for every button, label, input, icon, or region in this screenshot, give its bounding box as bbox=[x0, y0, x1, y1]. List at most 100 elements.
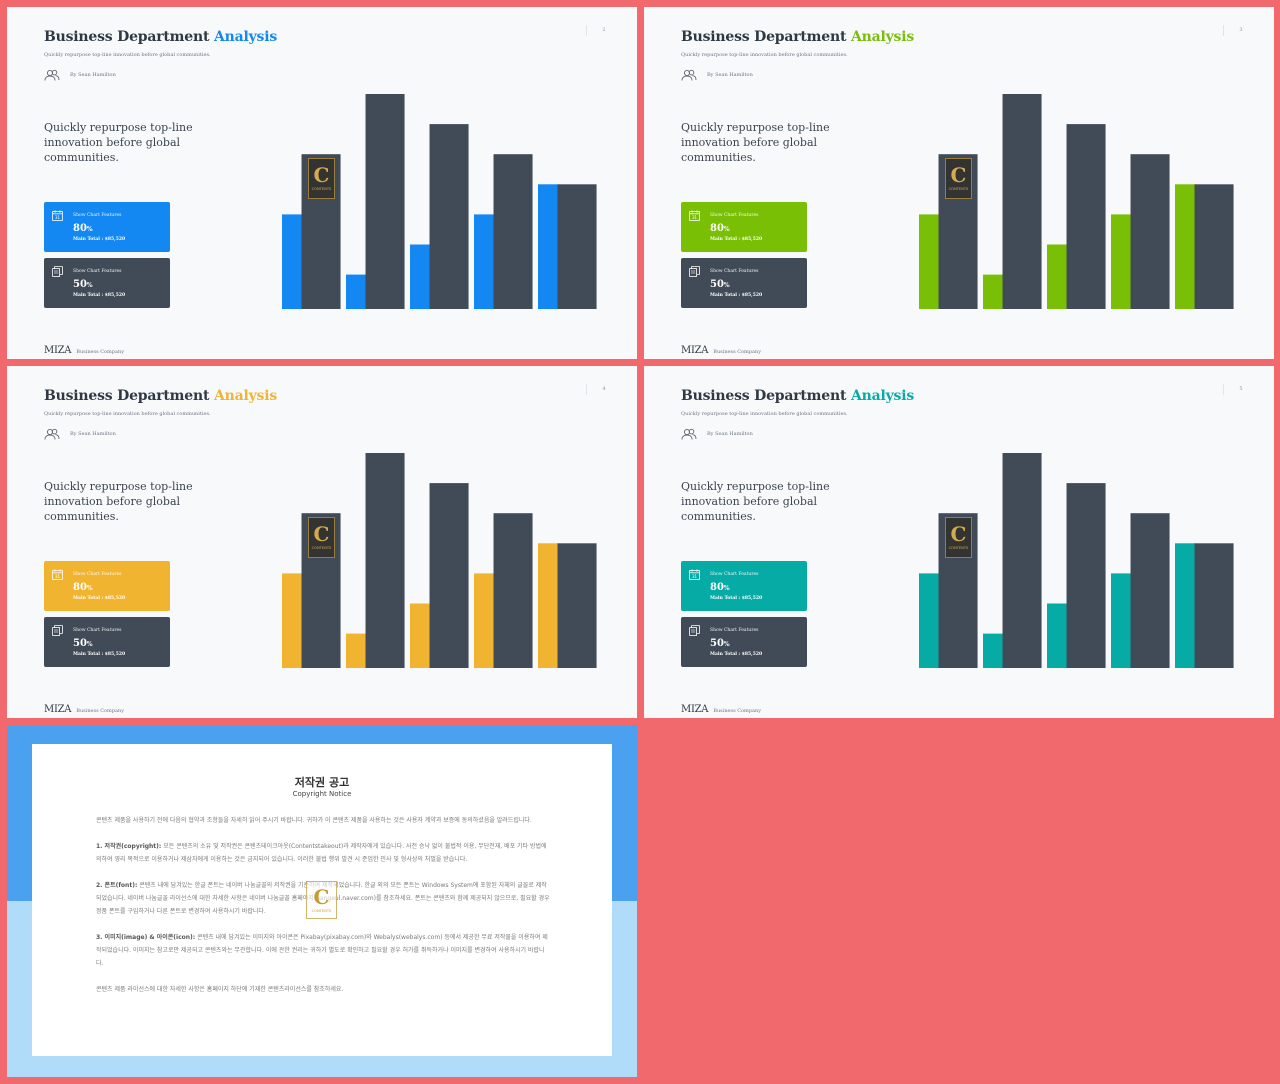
title-main: Business Department bbox=[681, 29, 847, 45]
slide-5: Business Department Analysis Quickly rep… bbox=[644, 366, 1274, 718]
bar-accent-1 bbox=[282, 214, 303, 309]
slide-title: Business Department Analysis bbox=[44, 29, 277, 45]
slide-subtitle: Quickly repurpose top-line innovation be… bbox=[44, 52, 211, 58]
copyright-outro: 콘텐츠 제품 라이선스에 대한 자세한 사항은 홈페이지 하단에 기재한 콘텐츠… bbox=[96, 986, 344, 993]
author-line: By Sean Hamilton bbox=[681, 428, 753, 440]
bar-dark-2 bbox=[365, 94, 405, 309]
card-label: Show Chart Features bbox=[710, 213, 759, 218]
svg-text:C: C bbox=[951, 522, 967, 546]
footer-company: Business Company bbox=[76, 349, 125, 355]
bar-dark-4 bbox=[1130, 513, 1170, 668]
author-name: By Sean Hamilton bbox=[70, 431, 116, 437]
users-icon bbox=[44, 428, 60, 440]
bar-dark-2 bbox=[1002, 94, 1042, 309]
footer-company: Business Company bbox=[76, 708, 125, 714]
copyright-title: 저작권 공고 bbox=[294, 776, 350, 789]
bar-accent-3 bbox=[410, 603, 431, 668]
copyright-subtitle: Copyright Notice bbox=[292, 790, 352, 798]
title-main: Business Department bbox=[681, 388, 847, 404]
users-icon bbox=[44, 69, 60, 81]
slide-3: Business Department Analysis Quickly rep… bbox=[644, 7, 1274, 359]
title-accent: Analysis bbox=[850, 388, 915, 404]
svg-text:C: C bbox=[314, 885, 330, 909]
contents-logo-icon: C CONTENTS bbox=[945, 517, 972, 558]
author-line: By Sean Hamilton bbox=[44, 428, 116, 440]
footer: MIZA Business Company bbox=[44, 338, 124, 357]
bar-accent-4 bbox=[474, 573, 495, 668]
stat-card-secondary: Show Chart Features 50% Main Total : $85… bbox=[44, 617, 170, 667]
stat-card-secondary: Show Chart Features 50% Main Total : $85… bbox=[44, 258, 170, 308]
bar-dark-3 bbox=[1066, 483, 1106, 668]
card-value: 80% bbox=[73, 223, 93, 234]
author-name: By Sean Hamilton bbox=[707, 72, 753, 78]
slide-title: Business Department Analysis bbox=[681, 388, 914, 404]
card-label: Show Chart Features bbox=[710, 572, 759, 577]
footer-brand: MIZA bbox=[681, 345, 709, 356]
stat-card-secondary: Show Chart Features 50% Main Total : $85… bbox=[681, 258, 807, 308]
contents-logo-icon: C CONTENTS bbox=[945, 158, 972, 199]
bar-accent-2 bbox=[346, 633, 367, 668]
bar-dark-2 bbox=[365, 453, 405, 668]
footer: MIZA Business Company bbox=[44, 697, 124, 716]
bar-dark-5 bbox=[1194, 543, 1234, 668]
page-number: 4 bbox=[586, 384, 621, 395]
footer: MIZA Business Company bbox=[681, 697, 761, 716]
page-number: 3 bbox=[1223, 25, 1258, 36]
copyright-card: 저작권 공고 Copyright Notice 콘텐츠 제품을 사용하기 전에 … bbox=[32, 744, 612, 1056]
footer-brand: MIZA bbox=[44, 345, 72, 356]
slide-subtitle: Quickly repurpose top-line innovation be… bbox=[681, 52, 848, 58]
svg-text:31: 31 bbox=[692, 574, 698, 579]
card-value: 50% bbox=[710, 638, 730, 649]
card-value: 50% bbox=[73, 638, 93, 649]
card-label: Show Chart Features bbox=[710, 269, 759, 274]
documents-icon bbox=[689, 266, 700, 277]
tagline: Quickly repurpose top-line innovation be… bbox=[44, 121, 193, 164]
slide-subtitle: Quickly repurpose top-line innovation be… bbox=[44, 411, 211, 417]
bar-accent-1 bbox=[919, 573, 940, 668]
bar-dark-3 bbox=[429, 483, 469, 668]
card-total: Main Total : $85,520 bbox=[710, 596, 763, 601]
title-accent: Analysis bbox=[213, 29, 278, 45]
watermark-text: CONTENTS bbox=[949, 546, 969, 550]
calendar-icon: 31 bbox=[52, 569, 63, 580]
author-line: By Sean Hamilton bbox=[681, 69, 753, 81]
bar-dark-3 bbox=[429, 124, 469, 309]
stat-card-primary: 31 Show Chart Features 80% Main Total : … bbox=[681, 202, 807, 252]
svg-text:C: C bbox=[314, 522, 330, 546]
bar-accent-1 bbox=[282, 573, 303, 668]
card-label: Show Chart Features bbox=[73, 269, 122, 274]
card-total: Main Total : $85,520 bbox=[73, 293, 126, 298]
watermark-text: CONTENTS bbox=[312, 546, 332, 550]
bar-accent-2 bbox=[346, 274, 367, 309]
title-main: Business Department bbox=[44, 29, 210, 45]
bar-accent-2 bbox=[983, 274, 1004, 309]
card-label: Show Chart Features bbox=[710, 628, 759, 633]
svg-text:31: 31 bbox=[55, 215, 61, 220]
bar-dark-5 bbox=[557, 543, 597, 668]
copyright-section: 1. 저작권(copyright): 모든 콘텐츠의 소유 및 저작권은 콘텐츠… bbox=[96, 843, 547, 863]
bar-accent-1 bbox=[919, 214, 940, 309]
card-label: Show Chart Features bbox=[73, 572, 122, 577]
documents-icon bbox=[52, 625, 63, 636]
contents-logo-icon: C CONTENTS bbox=[308, 158, 335, 199]
users-icon bbox=[681, 428, 697, 440]
bar-accent-4 bbox=[474, 214, 495, 309]
bar-dark-5 bbox=[557, 184, 597, 309]
watermark-text: CONTENTS bbox=[949, 187, 969, 191]
documents-icon bbox=[689, 625, 700, 636]
footer-brand: MIZA bbox=[681, 704, 709, 715]
bar-chart bbox=[919, 94, 1234, 309]
bar-accent-5 bbox=[538, 184, 559, 309]
title-accent: Analysis bbox=[213, 388, 278, 404]
card-label: Show Chart Features bbox=[73, 213, 122, 218]
stat-card-secondary: Show Chart Features 50% Main Total : $85… bbox=[681, 617, 807, 667]
card-value: 50% bbox=[73, 279, 93, 290]
title-accent: Analysis bbox=[850, 29, 915, 45]
author-line: By Sean Hamilton bbox=[44, 69, 116, 81]
page-number: 5 bbox=[1223, 384, 1258, 395]
bar-chart bbox=[919, 453, 1234, 668]
card-value: 50% bbox=[710, 279, 730, 290]
bar-accent-4 bbox=[1111, 214, 1132, 309]
author-name: By Sean Hamilton bbox=[707, 431, 753, 437]
svg-text:C: C bbox=[314, 163, 330, 187]
